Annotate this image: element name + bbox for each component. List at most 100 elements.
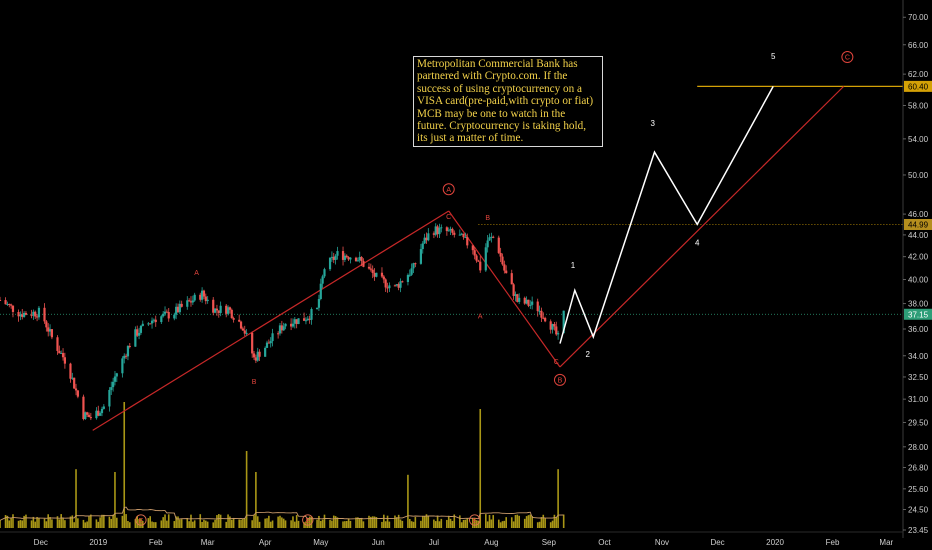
volume-bar bbox=[206, 521, 209, 528]
projection-line bbox=[559, 86, 774, 344]
candle bbox=[137, 332, 141, 336]
annotation-note[interactable]: Metropolitan Commercial Bank has partner… bbox=[413, 56, 603, 147]
candle bbox=[317, 299, 321, 308]
candle bbox=[523, 297, 526, 304]
candle bbox=[302, 318, 306, 321]
candle bbox=[69, 363, 72, 379]
volume-bar bbox=[462, 519, 465, 528]
candle bbox=[213, 308, 217, 313]
candle bbox=[505, 270, 508, 274]
volume-bar bbox=[440, 518, 443, 528]
candle bbox=[112, 381, 115, 388]
volume-bar bbox=[497, 519, 500, 528]
candle bbox=[95, 410, 98, 419]
candle bbox=[232, 318, 235, 320]
volume-bar bbox=[396, 517, 398, 528]
volume-bar bbox=[71, 515, 74, 528]
candle bbox=[102, 406, 105, 409]
volume-bar bbox=[240, 519, 242, 528]
candles bbox=[0, 223, 565, 421]
candle bbox=[332, 256, 335, 260]
volume-bar bbox=[90, 514, 92, 528]
volume-bar bbox=[56, 516, 59, 528]
volume-bar bbox=[203, 519, 205, 528]
candle bbox=[245, 332, 248, 334]
price-tick-label: 62.00 bbox=[908, 70, 929, 79]
candle bbox=[124, 355, 128, 357]
time-axis[interactable]: Dec 2019 Feb Mar Apr May Jun Jul Aug Sep Oct Nov Dec… bbox=[0, 531, 903, 547]
earnings-marker bbox=[469, 514, 481, 526]
volume-bar bbox=[77, 518, 79, 528]
candle bbox=[152, 319, 155, 321]
candle bbox=[99, 413, 102, 416]
note-line: partnered with Crypto.com. If the bbox=[417, 70, 568, 83]
circled-wave-label: A bbox=[446, 187, 451, 194]
price-axis[interactable]: 70.00 66.00 62.00 58.00 54.00 50.00 46.00 44.00… bbox=[902, 0, 932, 538]
volume-bar bbox=[19, 520, 22, 528]
price-level-badge bbox=[904, 218, 932, 230]
volume-bar bbox=[407, 474, 409, 528]
candle bbox=[128, 345, 131, 347]
candle bbox=[544, 317, 547, 322]
candle bbox=[356, 260, 359, 262]
price-tick-label: 44.00 bbox=[908, 231, 929, 240]
candle bbox=[349, 257, 352, 260]
wave-sub-label: B bbox=[485, 215, 490, 222]
candle bbox=[35, 316, 39, 318]
volume-bar bbox=[512, 521, 515, 528]
volume-bar bbox=[375, 517, 378, 528]
circled-wave-marker bbox=[442, 183, 455, 196]
candle bbox=[17, 311, 20, 317]
candle bbox=[100, 408, 104, 414]
candle bbox=[267, 342, 270, 344]
candle bbox=[50, 329, 54, 338]
volume-bar bbox=[154, 522, 157, 528]
volume-bar bbox=[384, 521, 387, 528]
candle bbox=[0, 299, 2, 301]
candle bbox=[380, 272, 384, 277]
volume-bar bbox=[36, 516, 38, 528]
volume-bar bbox=[453, 514, 456, 528]
candle bbox=[271, 333, 274, 342]
wave-sub-label: A bbox=[194, 270, 199, 277]
candle bbox=[369, 268, 372, 270]
volume-bar bbox=[166, 520, 168, 528]
volume-bar bbox=[310, 516, 313, 528]
candle bbox=[176, 306, 180, 313]
candle bbox=[328, 257, 332, 270]
candle bbox=[228, 307, 232, 310]
volume-bar bbox=[64, 520, 66, 528]
volume-bar bbox=[421, 515, 424, 528]
price-tick-label: 29.50 bbox=[908, 418, 929, 427]
volume-bar bbox=[179, 519, 181, 528]
volume-bar bbox=[112, 514, 114, 528]
volume-bar bbox=[490, 519, 493, 528]
volume-bar bbox=[488, 514, 491, 528]
volume-bar bbox=[116, 517, 118, 528]
volume-bar bbox=[32, 516, 35, 528]
volume-bar bbox=[217, 514, 220, 528]
candle bbox=[486, 240, 489, 248]
candle bbox=[189, 301, 193, 303]
candle bbox=[397, 284, 400, 288]
candle bbox=[60, 352, 63, 354]
candle bbox=[310, 309, 313, 320]
candle bbox=[76, 390, 79, 397]
candle bbox=[241, 328, 245, 331]
volume-bar bbox=[433, 519, 435, 528]
candle bbox=[19, 314, 22, 317]
volume-bar bbox=[501, 521, 504, 528]
volume-bar bbox=[306, 518, 309, 528]
volume-bar bbox=[323, 514, 326, 528]
projection-path bbox=[559, 86, 774, 344]
candle bbox=[473, 250, 476, 256]
candle bbox=[323, 269, 326, 277]
candle bbox=[199, 294, 202, 300]
earnings-marker-label: E bbox=[472, 518, 477, 525]
candle bbox=[56, 337, 59, 351]
candle bbox=[167, 312, 170, 319]
candle bbox=[360, 256, 363, 261]
volume-bar bbox=[345, 521, 348, 528]
volume-bar bbox=[103, 514, 105, 528]
